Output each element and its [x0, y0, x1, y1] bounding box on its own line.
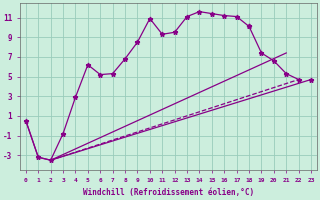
X-axis label: Windchill (Refroidissement éolien,°C): Windchill (Refroidissement éolien,°C)	[83, 188, 254, 197]
